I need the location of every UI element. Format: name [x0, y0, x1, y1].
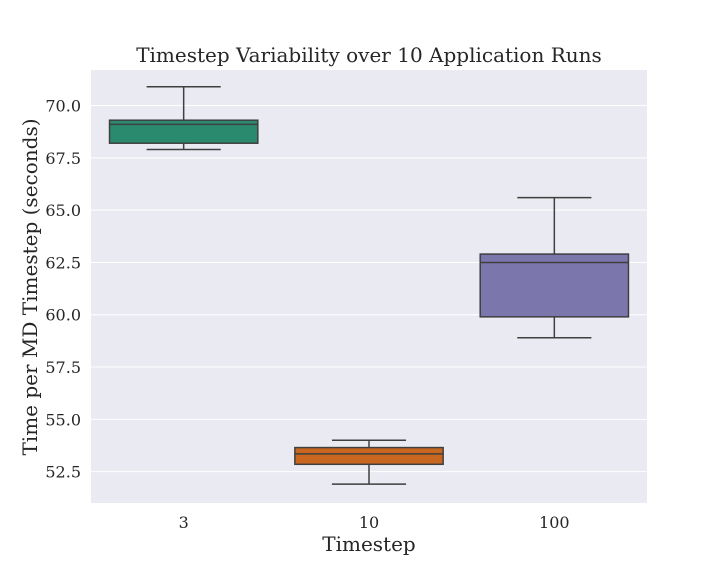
- y-tick-label: 62.5: [45, 253, 81, 272]
- y-tick-label: 60.0: [45, 306, 81, 325]
- box-iqr: [294, 446, 444, 466]
- y-tick-label: 65.0: [45, 201, 81, 220]
- x-tick-label: 3: [179, 513, 189, 532]
- x-tick-label: 10: [359, 513, 379, 532]
- x-tick-label: 100: [539, 513, 570, 532]
- boxes: [108, 85, 630, 485]
- box-group-3: [108, 85, 259, 151]
- y-tick-label: 52.5: [45, 463, 81, 482]
- y-tick-label: 57.5: [45, 358, 81, 377]
- box-iqr: [108, 119, 259, 144]
- y-tick-label: 67.5: [45, 149, 81, 168]
- y-axis-label: Time per MD Timestep (seconds): [18, 118, 42, 455]
- box-iqr: [479, 253, 630, 318]
- box-group-10: [294, 439, 444, 485]
- y-tick-label: 70.0: [45, 97, 81, 116]
- y-tick-label: 55.0: [45, 410, 81, 429]
- x-tick-labels: 3 10 100: [179, 513, 570, 532]
- box-group-100: [479, 196, 630, 339]
- x-axis-label: Timestep: [322, 532, 415, 556]
- chart-title: Timestep Variability over 10 Application…: [136, 43, 602, 67]
- y-tick-labels: 52.5 55.0 57.5 60.0 62.5 65.0 67.5 70.0: [45, 97, 81, 482]
